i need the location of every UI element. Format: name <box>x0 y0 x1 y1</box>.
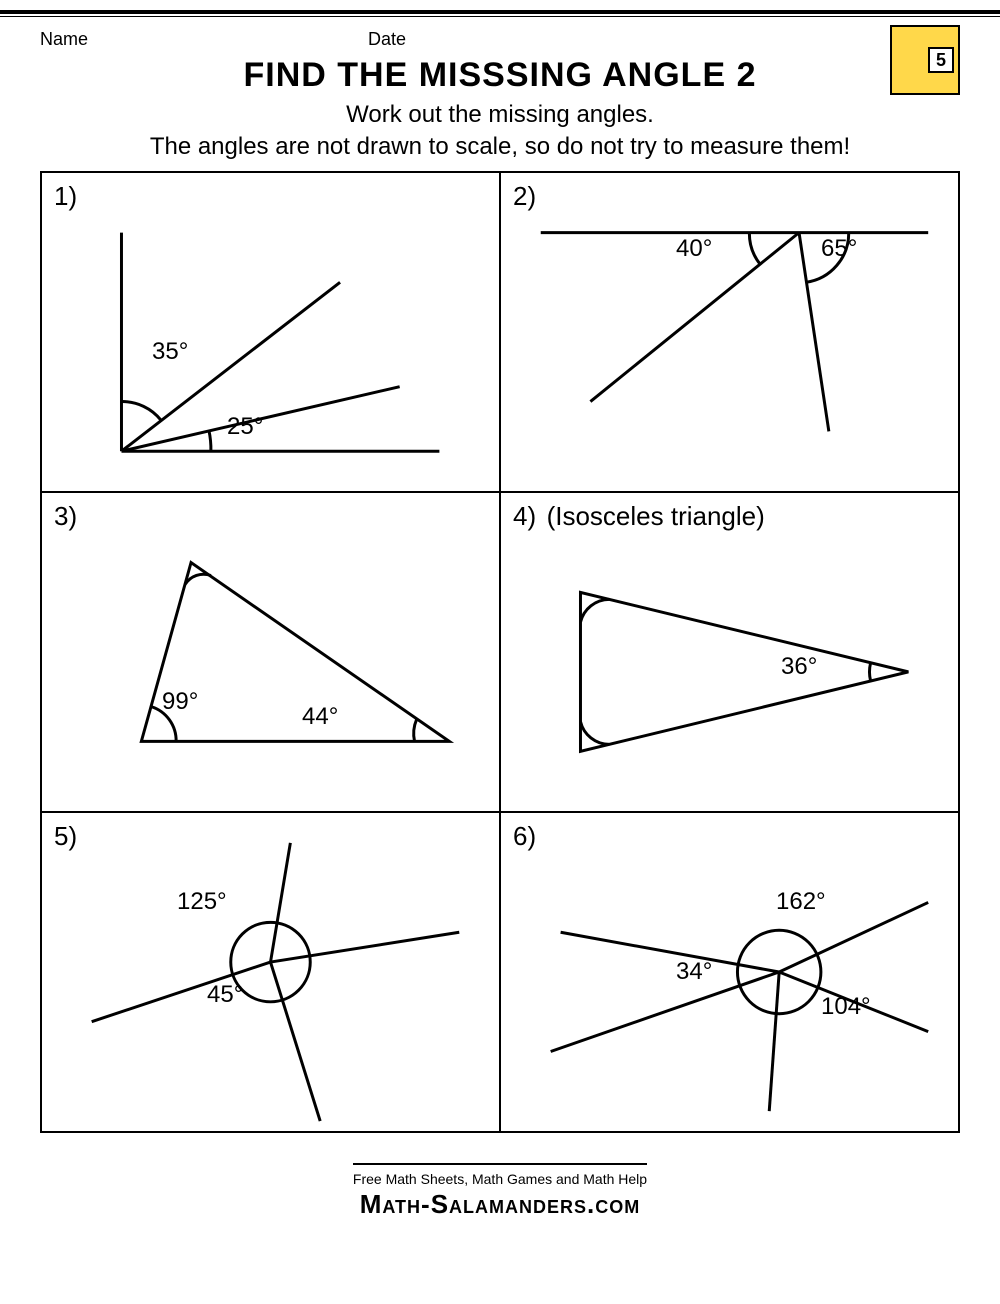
footer: Free Math Sheets, Math Games and Math He… <box>40 1163 960 1220</box>
page-title: FIND THE MISSSING ANGLE 2 <box>40 56 960 95</box>
subtitle: Work out the missing angles. <box>40 101 960 129</box>
name-date-row: Name Date 5 <box>40 29 960 50</box>
angle-label: 125° <box>177 888 227 916</box>
name-label: Name <box>40 29 88 50</box>
footer-tagline: Free Math Sheets, Math Games and Math He… <box>353 1171 647 1187</box>
angle-label: 35° <box>152 338 188 366</box>
angle-label: 99° <box>162 688 198 716</box>
grade-badge: 5 <box>890 25 960 95</box>
angle-label: 104° <box>821 993 871 1021</box>
angle-label: 34° <box>676 958 712 986</box>
angle-label: 25° <box>227 413 263 441</box>
top-rule-thick <box>0 10 1000 14</box>
diagram-1 <box>42 173 499 491</box>
angle-label: 65° <box>821 235 857 263</box>
angle-label: 40° <box>676 235 712 263</box>
date-label: Date <box>368 29 406 50</box>
angle-label: 45° <box>207 981 243 1009</box>
problem-cell-3: 3) 99° 44° <box>41 492 500 812</box>
scale-note: The angles are not drawn to scale, so do… <box>40 133 960 161</box>
diagram-5 <box>42 813 499 1131</box>
diagram-3 <box>42 493 499 811</box>
problem-cell-2: 2) 40° 65° <box>500 172 959 492</box>
problem-cell-6: 6) 162° 34° 104° <box>500 812 959 1132</box>
problem-cell-5: 5) 125° 45° <box>41 812 500 1132</box>
top-rule-thin <box>0 16 1000 17</box>
problem-grid: 1) 35° 25° 2) <box>40 171 960 1133</box>
diagram-6 <box>501 813 958 1131</box>
problem-cell-1: 1) 35° 25° <box>41 172 500 492</box>
angle-label: 44° <box>302 703 338 731</box>
diagram-4 <box>501 493 958 811</box>
diagram-2 <box>501 173 958 491</box>
angle-label: 36° <box>781 653 817 681</box>
problem-cell-4: 4) (Isosceles triangle) 36° <box>500 492 959 812</box>
angle-label: 162° <box>776 888 826 916</box>
grade-number: 5 <box>928 47 954 73</box>
page: Name Date 5 FIND THE MISSSING ANGLE 2 Wo… <box>0 29 1000 1220</box>
footer-brand: Math-Salamanders.com <box>353 1189 647 1220</box>
